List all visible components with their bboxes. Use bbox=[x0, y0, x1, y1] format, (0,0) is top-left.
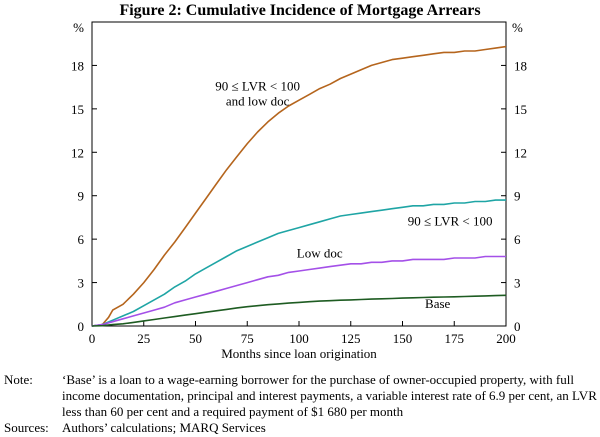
y-tick-label-right: 15 bbox=[514, 102, 527, 117]
y-tick-label-right: 9 bbox=[514, 189, 521, 204]
series-line bbox=[91, 255, 506, 327]
x-tick-label: 175 bbox=[445, 331, 465, 346]
x-tick-label: 150 bbox=[393, 331, 413, 346]
x-axis-label: Months since loan origination bbox=[221, 346, 377, 361]
x-tick-label: 200 bbox=[496, 331, 516, 346]
y-tick-label-left: 12 bbox=[71, 145, 84, 160]
note-key: Note: bbox=[4, 372, 33, 387]
notes-block: Note: ‘Base’ is a loan to a wage-earning… bbox=[4, 372, 600, 436]
series-lines bbox=[91, 45, 507, 327]
y-tick-label-left: 6 bbox=[78, 232, 85, 247]
series-label: and low doc bbox=[226, 93, 290, 108]
y-tick-label-right: 3 bbox=[514, 276, 521, 291]
y-tick-label-right: 18 bbox=[514, 58, 527, 73]
series-label: Low doc bbox=[297, 246, 343, 261]
series-line bbox=[91, 45, 507, 327]
x-tick-label: 100 bbox=[289, 331, 309, 346]
chart-title: Figure 2: Cumulative Incidence of Mortga… bbox=[119, 2, 480, 19]
y-tick-label-left: 3 bbox=[78, 276, 85, 291]
plot-frame bbox=[91, 21, 507, 327]
y-tick-label-right: 12 bbox=[514, 145, 527, 160]
series-label: 90 ≤ LVR < 100 bbox=[215, 78, 300, 93]
y-tick-label-right: 0 bbox=[514, 319, 521, 334]
y-unit-right: % bbox=[512, 20, 523, 35]
x-tick-label: 50 bbox=[189, 331, 202, 346]
sources-row: Sources: Authors’ calculations; MARQ Ser… bbox=[4, 420, 600, 436]
x-tick-label: 75 bbox=[241, 331, 254, 346]
x-tick-label: 0 bbox=[89, 331, 96, 346]
x-tick-label: 125 bbox=[341, 331, 361, 346]
y-tick-label-left: 9 bbox=[78, 189, 85, 204]
series-label: Base bbox=[425, 296, 451, 311]
note-text: ‘Base’ is a loan to a wage-earning borro… bbox=[62, 372, 597, 419]
y-tick-label-left: 15 bbox=[71, 102, 84, 117]
y-unit-left: % bbox=[73, 20, 84, 35]
x-tick-label: 25 bbox=[137, 331, 150, 346]
note-row: Note: ‘Base’ is a loan to a wage-earning… bbox=[4, 372, 600, 420]
y-tick-label-right: 6 bbox=[514, 232, 521, 247]
sources-key: Sources: bbox=[4, 420, 49, 435]
y-tick-label-left: 0 bbox=[78, 319, 85, 334]
series-label: 90 ≤ LVR < 100 bbox=[408, 214, 493, 229]
series-line bbox=[91, 199, 506, 327]
sources-text: Authors’ calculations; MARQ Services bbox=[62, 420, 266, 435]
y-tick-label-left: 18 bbox=[71, 58, 84, 73]
series-line bbox=[91, 294, 507, 327]
